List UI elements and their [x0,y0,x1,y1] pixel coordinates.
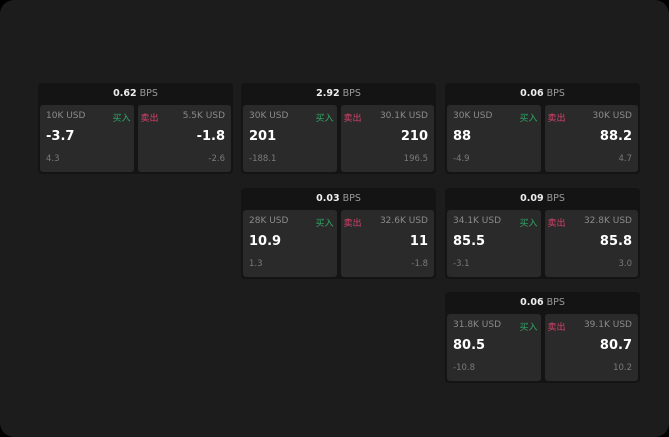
sell-panel[interactable]: 卖出 30.1K USD 210 196.5 [340,105,434,172]
spread-header: 0.09 BPS [445,188,640,209]
sell-panel[interactable]: 卖出 30K USD 88.2 4.7 [544,105,638,172]
sell-amount: 32.8K USD [583,216,632,226]
buy-panel[interactable]: 34.1K USD 买入 85.5 -3.1 [447,210,541,277]
spread-header: 0.03 BPS [241,188,436,209]
sell-label: 卖出 [547,219,566,229]
sell-label: 卖出 [547,114,566,124]
buy-label: 买入 [519,114,538,124]
quote-card: 2.92 BPS 30K USD 买入 201 -188.1 卖出 30.1K … [241,83,436,174]
buy-label: 买入 [315,219,334,229]
buy-panel[interactable]: 10K USD 买入 -3.7 4.3 [40,105,134,172]
spread-value: 2.92 [316,88,340,99]
buy-amount: 34.1K USD [453,216,502,226]
sell-panel[interactable]: 卖出 32.8K USD 85.8 3.0 [544,210,638,277]
buy-price: -3.7 [46,129,75,144]
sell-label: 卖出 [140,114,159,124]
sell-panel[interactable]: 卖出 5.5K USD -1.8 -2.6 [137,105,231,172]
quote-card: 0.03 BPS 28K USD 买入 10.9 1.3 卖出 32.6K US… [241,188,436,279]
sell-label: 卖出 [343,219,362,229]
spread-value: 0.06 [520,297,544,308]
buy-amount: 10K USD [46,111,86,121]
sell-amount: 30K USD [592,111,632,121]
buy-amount: 28K USD [249,216,289,226]
buy-change: -188.1 [249,154,277,164]
spread-value: 0.06 [520,88,544,99]
spread-unit: BPS [342,193,361,204]
spread-unit: BPS [546,88,565,99]
buy-change: -10.8 [453,363,475,373]
spread-unit: BPS [546,193,565,204]
spread-value: 0.03 [316,193,340,204]
sell-panel[interactable]: 卖出 39.1K USD 80.7 10.2 [544,314,638,381]
sell-change: 4.7 [618,154,632,164]
buy-change: 4.3 [46,154,60,164]
sell-amount: 5.5K USD [182,111,225,121]
sell-price: 85.8 [599,234,632,249]
quote-card: 0.62 BPS 10K USD 买入 -3.7 4.3 卖出 5.5K USD… [38,83,233,174]
sell-change: 3.0 [618,259,632,269]
buy-label: 买入 [519,323,538,333]
buy-panel[interactable]: 28K USD 买入 10.9 1.3 [243,210,337,277]
sell-change: -2.6 [208,154,225,164]
buy-change: -4.9 [453,154,470,164]
sell-amount: 32.6K USD [379,216,428,226]
buy-panel[interactable]: 31.8K USD 买入 80.5 -10.8 [447,314,541,381]
sell-label: 卖出 [343,114,362,124]
sell-panel[interactable]: 卖出 32.6K USD 11 -1.8 [340,210,434,277]
buy-panel[interactable]: 30K USD 买入 88 -4.9 [447,105,541,172]
spread-value: 0.09 [520,193,544,204]
sell-amount: 30.1K USD [379,111,428,121]
sell-price: 88.2 [599,129,632,144]
buy-change: -3.1 [453,259,470,269]
buy-label: 买入 [112,114,131,124]
sell-price: -1.8 [196,129,225,144]
quote-card: 0.09 BPS 34.1K USD 买入 85.5 -3.1 卖出 32.8K… [445,188,640,279]
spread-header: 0.06 BPS [445,83,640,104]
buy-price: 88 [453,129,472,144]
buy-amount: 31.8K USD [453,320,502,330]
sell-label: 卖出 [547,323,566,333]
buy-label: 买入 [315,114,334,124]
spread-header: 0.62 BPS [38,83,233,104]
buy-label: 买入 [519,219,538,229]
buy-change: 1.3 [249,259,263,269]
sell-price: 11 [409,234,428,249]
quote-card: 0.06 BPS 31.8K USD 买入 80.5 -10.8 卖出 39.1… [445,292,640,383]
buy-price: 10.9 [249,234,282,249]
buy-price: 201 [249,129,277,144]
spread-header: 0.06 BPS [445,292,640,313]
buy-panel[interactable]: 30K USD 买入 201 -188.1 [243,105,337,172]
sell-price: 210 [400,129,428,144]
sell-amount: 39.1K USD [583,320,632,330]
buy-amount: 30K USD [453,111,493,121]
sell-change: -1.8 [411,259,428,269]
spread-unit: BPS [139,88,158,99]
spread-unit: BPS [342,88,361,99]
buy-price: 85.5 [453,234,486,249]
buy-price: 80.5 [453,338,486,353]
spread-header: 2.92 BPS [241,83,436,104]
spread-unit: BPS [546,297,565,308]
buy-amount: 30K USD [249,111,289,121]
sell-price: 80.7 [599,338,632,353]
quote-card: 0.06 BPS 30K USD 买入 88 -4.9 卖出 30K USD 8… [445,83,640,174]
spread-value: 0.62 [113,88,137,99]
sell-change: 196.5 [403,154,428,164]
sell-change: 10.2 [613,363,632,373]
